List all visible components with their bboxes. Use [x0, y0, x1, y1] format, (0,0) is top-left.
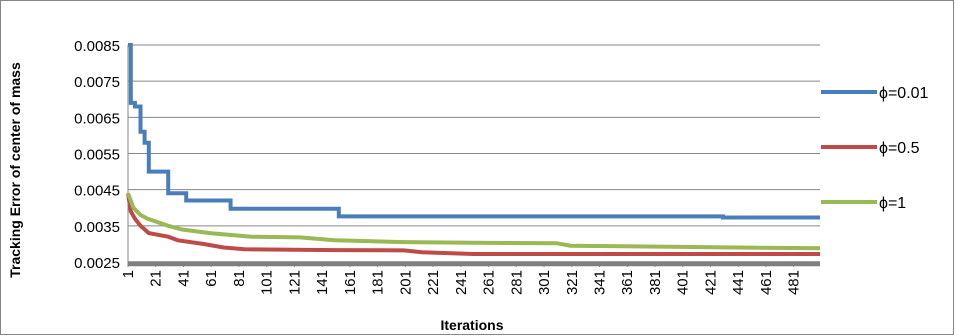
legend: ϕ=0.01 ϕ=0.5 ϕ=1 [821, 85, 929, 212]
x-tick-label: 61 [203, 270, 220, 287]
y-tick-label: 0.0055 [74, 147, 120, 164]
legend-label: ϕ=1 [879, 195, 906, 212]
legend-label: ϕ=0.5 [879, 140, 920, 157]
series-line [128, 43, 820, 220]
axis-layer: 0.0085 0.0075 0.0065 0.0055 0.0045 0.0035 0.00… [74, 38, 803, 295]
series-line [126, 192, 820, 256]
x-axis-title: Iterations [440, 317, 503, 333]
x-tick-label: 341 [592, 270, 609, 295]
x-tick-label: 141 [314, 270, 331, 295]
y-tick-label: 0.0065 [74, 110, 120, 127]
y-axis-title: Tracking Error of center of mass [7, 62, 23, 278]
y-tick-label: 0.0075 [74, 74, 120, 91]
x-tick-label: 261 [481, 270, 498, 295]
x-tick-label: 281 [508, 270, 525, 295]
x-tick-label: 421 [702, 270, 719, 295]
x-tick-label: 121 [286, 270, 303, 295]
y-tick-label: 0.0045 [74, 183, 120, 200]
x-tick-label: 161 [342, 270, 359, 295]
x-tick-label: 381 [647, 270, 664, 295]
x-tick-label: 321 [564, 270, 581, 295]
x-tick-label: 21 [148, 270, 165, 287]
x-tick-label: 401 [675, 270, 692, 295]
x-tick-label: 301 [536, 270, 553, 295]
x-tick-label: 361 [619, 270, 636, 295]
y-tick-label: 0.0025 [74, 255, 120, 272]
x-tick-label: 101 [259, 270, 276, 295]
y-tick-label: 0.0085 [74, 38, 120, 55]
series-line [126, 192, 821, 251]
y-tick-label: 0.0035 [74, 219, 120, 236]
x-tick-label: 181 [370, 270, 387, 295]
legend-label: ϕ=0.01 [879, 85, 929, 102]
x-tick-label: 81 [231, 270, 248, 287]
x-tick-label: 241 [453, 270, 470, 295]
x-tick-label: 481 [786, 270, 803, 295]
x-tick-label: 41 [175, 270, 192, 287]
x-tick-label: 441 [730, 270, 747, 295]
x-tick-label: 201 [397, 270, 414, 295]
x-tick-label: 1 [120, 270, 137, 278]
x-tick-label: 461 [758, 270, 775, 295]
x-tick-label: 221 [425, 270, 442, 295]
series-layer [126, 43, 821, 267]
